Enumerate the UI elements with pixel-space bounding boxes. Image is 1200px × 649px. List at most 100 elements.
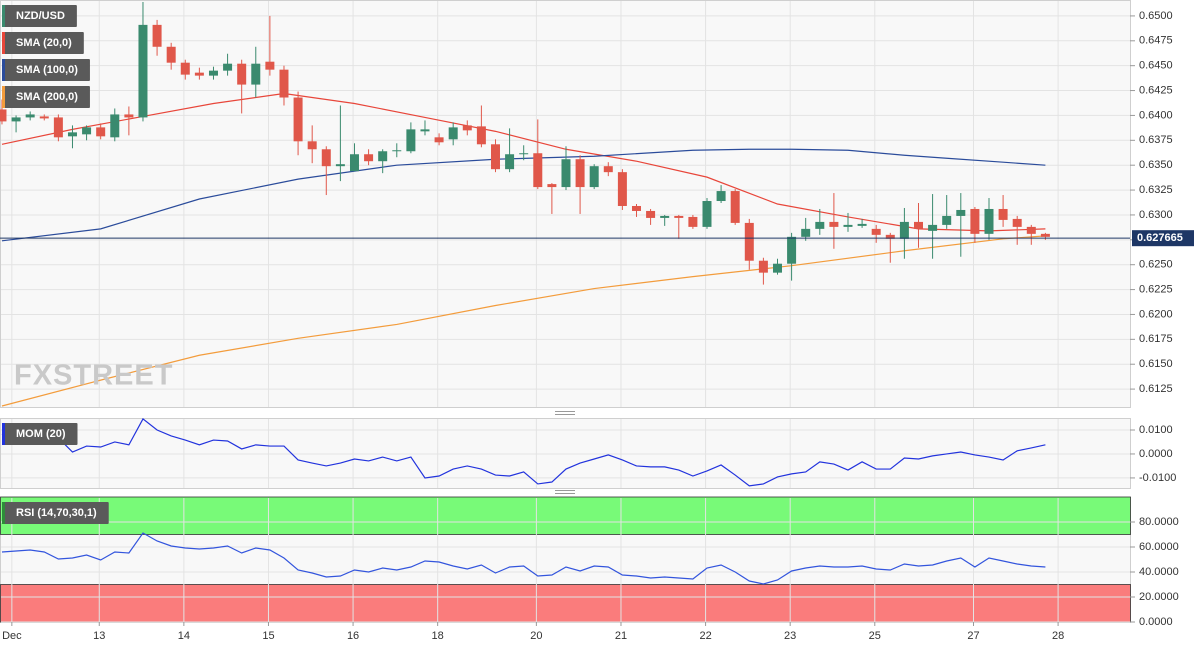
candle-body — [110, 114, 120, 138]
x-tick-label: 21 — [615, 630, 627, 642]
x-tick-label: 28 — [1052, 630, 1064, 642]
candle-body — [857, 223, 867, 226]
x-tick-label: 14 — [178, 630, 190, 642]
candle-body — [519, 153, 529, 155]
candle-body — [730, 191, 740, 223]
indicator-line — [1, 532, 1046, 585]
x-tick-label: Dec — [2, 630, 22, 642]
candle-body — [378, 151, 388, 162]
candle-body — [166, 46, 176, 63]
candle-body — [152, 24, 162, 47]
candle-body — [476, 126, 486, 145]
legend-swatch — [2, 86, 5, 108]
candle-body — [843, 224, 853, 227]
y-tick-label: 60.0000 — [1139, 541, 1179, 553]
candle-body — [702, 201, 712, 227]
candle-body — [462, 125, 472, 131]
candle-body — [1026, 226, 1036, 234]
y-tick-label: 0.6200 — [1139, 308, 1173, 320]
candle-body — [575, 159, 585, 188]
candle-body — [603, 166, 613, 173]
candle-body — [307, 141, 317, 150]
y-tick-label: 0.6225 — [1139, 283, 1173, 295]
y-tick-label: 0.6500 — [1139, 10, 1173, 22]
candle-body — [899, 221, 909, 239]
legend-swatch — [2, 32, 5, 54]
candle-body — [237, 63, 247, 85]
y-tick-label: 0.6400 — [1139, 109, 1173, 121]
candle-body — [913, 221, 923, 229]
legend-box — [2, 423, 78, 445]
candle-body — [617, 172, 627, 206]
candle-body — [82, 127, 92, 135]
candle-body — [321, 149, 331, 167]
y-tick-label: 0.6150 — [1139, 358, 1173, 370]
y-tick-label: 0.6475 — [1139, 35, 1173, 47]
candle-body — [293, 97, 303, 142]
candle-body — [646, 210, 656, 218]
candle-body — [1012, 218, 1022, 227]
candle-body — [0, 109, 7, 122]
candle-body — [96, 127, 106, 137]
legend-box — [2, 86, 90, 108]
indicator-line — [1, 418, 1046, 487]
candle-body — [194, 72, 204, 76]
y-tick-label: 0.0000 — [1139, 616, 1173, 628]
candle-body — [928, 224, 938, 231]
x-tick-label: 23 — [784, 630, 796, 642]
y-tick-label: -0.0100 — [1139, 472, 1176, 484]
candle-body — [942, 215, 952, 225]
candle-body — [265, 61, 275, 70]
candle-body — [660, 215, 670, 218]
candle-body — [589, 166, 599, 188]
last-price-label: 0.627665 — [1137, 232, 1183, 244]
candle-body — [547, 184, 557, 188]
candle-body — [829, 221, 839, 227]
candle-body — [758, 260, 768, 273]
candle-body — [124, 114, 134, 118]
candle-body — [490, 144, 500, 170]
legend-box — [2, 502, 109, 524]
candle-body — [885, 234, 895, 239]
y-tick-label: 0.6350 — [1139, 159, 1173, 171]
candle-body — [25, 114, 35, 118]
y-tick-label: 0.6300 — [1139, 209, 1173, 221]
candle-body — [871, 228, 881, 235]
candle-body — [279, 69, 289, 98]
candle-body — [533, 153, 543, 188]
x-tick-label: 27 — [967, 630, 979, 642]
candle-body — [716, 191, 726, 202]
candle-body — [1040, 233, 1050, 237]
watermark: FXSTREET — [14, 360, 173, 392]
y-tick-label: 0.6425 — [1139, 84, 1173, 96]
candle-body — [801, 228, 811, 237]
candle-body — [39, 116, 49, 119]
panel-splitter[interactable] — [555, 411, 575, 494]
legend-label: SMA (200,0) — [16, 91, 78, 103]
candle-body — [631, 205, 641, 211]
candle-body — [251, 63, 261, 85]
sma-line — [1, 92, 1046, 232]
candle-body — [406, 129, 416, 152]
y-tick-label: 0.6375 — [1139, 134, 1173, 146]
candle-body — [998, 208, 1008, 220]
y-tick-label: 0.6175 — [1139, 333, 1173, 345]
legend-box — [2, 32, 84, 54]
candle-body — [335, 164, 345, 167]
candle-body — [505, 154, 515, 170]
legend-label: NZD/USD — [16, 10, 65, 22]
candle-body — [787, 236, 797, 264]
y-tick-label: 20.0000 — [1139, 591, 1179, 603]
candle-body — [815, 221, 825, 229]
candle-body — [138, 24, 148, 118]
candle-body — [688, 216, 698, 227]
sma-line — [1, 235, 1046, 407]
legend-label: MOM (20) — [16, 428, 66, 440]
y-tick-label: 0.0000 — [1139, 448, 1173, 460]
candle-body — [772, 263, 782, 273]
x-tick-label: 18 — [432, 630, 444, 642]
legend-swatch — [2, 502, 5, 524]
band — [0, 496, 1131, 535]
